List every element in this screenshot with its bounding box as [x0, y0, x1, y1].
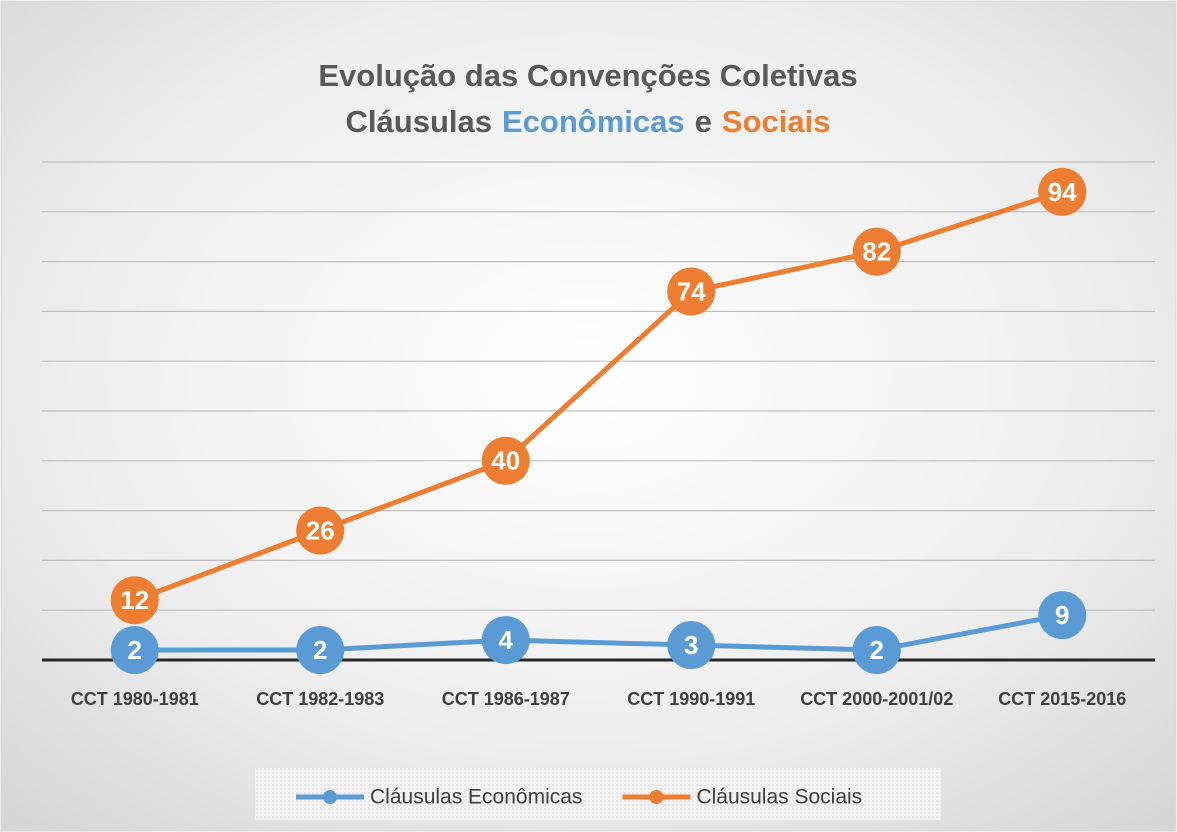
chart-subtitle: Cláusulas Econômicas e Sociais	[346, 104, 831, 139]
data-point	[667, 267, 716, 316]
data-label: 94	[1048, 177, 1077, 207]
data-label: 74	[677, 276, 706, 306]
data-point	[296, 626, 345, 675]
x-tick-label: CCT 1990-1991	[627, 689, 755, 709]
legend-label: Cláusulas Econômicas	[370, 786, 582, 809]
data-point	[110, 576, 159, 625]
legend-marker	[323, 790, 337, 804]
chart-title: Evolução das Convenções Coletivas	[318, 58, 857, 93]
series-line	[134, 612, 1063, 653]
data-point	[667, 621, 716, 670]
subtitle-part: Sociais	[722, 104, 831, 139]
data-label: 2	[313, 635, 327, 665]
legend-box	[255, 768, 941, 820]
series-line	[133, 189, 1064, 603]
legend-marker	[649, 790, 664, 804]
data-point	[852, 227, 901, 276]
x-tick-label: CCT 1980-1981	[71, 689, 199, 709]
data-label: 82	[862, 237, 891, 267]
data-label: 3	[684, 630, 698, 660]
data-point	[481, 436, 530, 485]
data-point	[852, 626, 901, 675]
data-point	[110, 626, 159, 675]
x-tick-label: CCT 2000-2001/02	[800, 689, 953, 709]
x-tick-label: CCT 2015-2016	[998, 689, 1126, 709]
data-label: 2	[870, 635, 884, 665]
data-label: 26	[306, 515, 335, 545]
data-label: 2	[128, 635, 142, 665]
x-tick-label: CCT 1986-1987	[442, 689, 570, 709]
subtitle-part: Cláusulas	[346, 104, 492, 139]
data-point	[1038, 167, 1087, 216]
data-point	[296, 506, 345, 555]
subtitle-part: Econômicas	[502, 104, 685, 139]
x-tick-label: CCT 1982-1983	[256, 689, 384, 709]
data-point	[481, 616, 530, 665]
data-label: 9	[1055, 600, 1069, 630]
data-label: 12	[120, 585, 149, 615]
data-point	[1038, 591, 1087, 640]
data-label: 40	[491, 446, 520, 476]
data-label: 4	[499, 625, 514, 655]
legend-label: Cláusulas Sociais	[696, 786, 862, 809]
subtitle-part: e	[695, 104, 712, 139]
